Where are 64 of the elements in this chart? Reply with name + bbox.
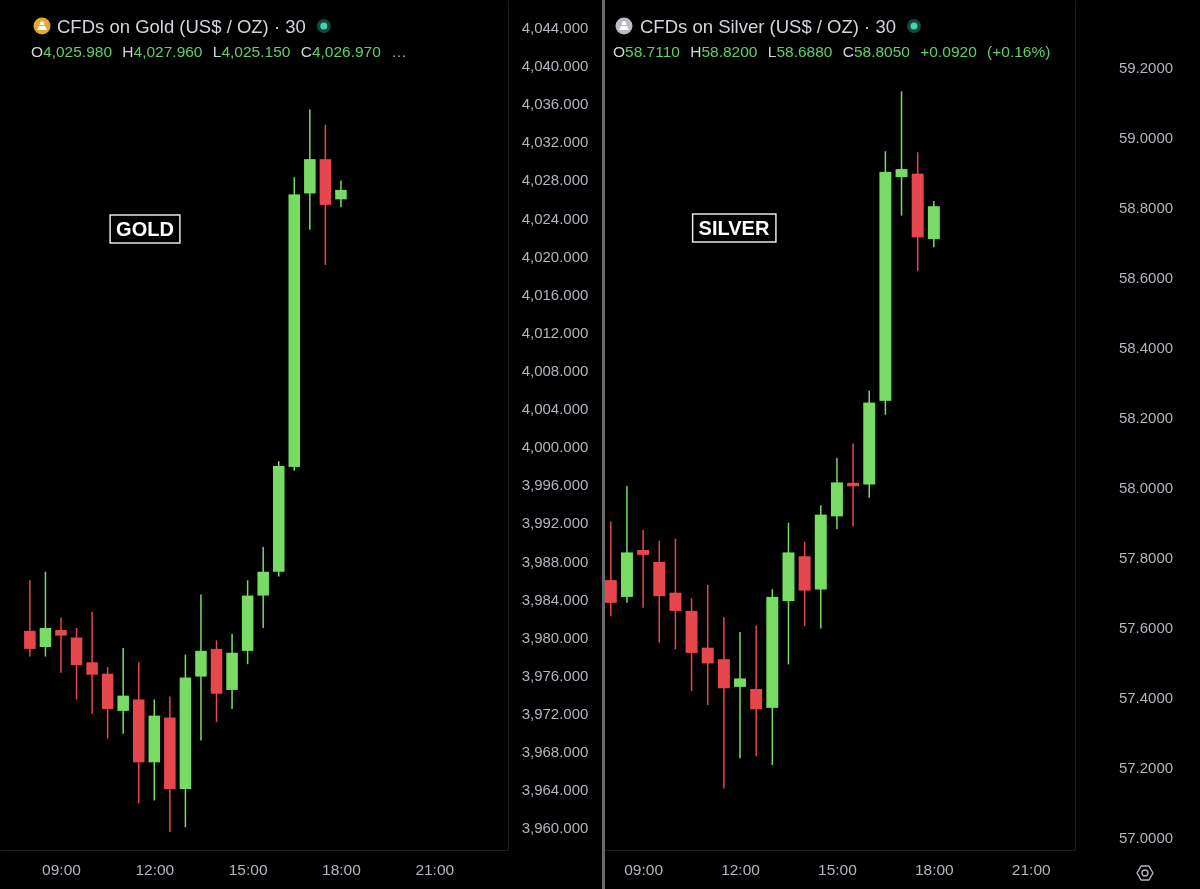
y-tick-label: 4,020.000 xyxy=(521,247,589,265)
y-tick-label: 4,012.000 xyxy=(521,323,589,341)
annotation: GOLD xyxy=(116,218,174,240)
y-tick-label: 4,008.000 xyxy=(521,361,589,379)
y-tick-label: 4,044.000 xyxy=(521,18,589,36)
candlestick xyxy=(637,529,650,609)
y-tick-label: 58.0000 xyxy=(1118,479,1174,497)
candlestick xyxy=(669,538,682,651)
x-tick-label: 21:00 xyxy=(415,861,455,879)
y-tick-label: 3,960.000 xyxy=(521,819,589,837)
y-tick-label: 3,968.000 xyxy=(521,743,589,761)
candlestick xyxy=(604,520,617,617)
x-tick-label: 18:00 xyxy=(322,861,362,879)
y-tick-label: 57.8000 xyxy=(1118,549,1174,567)
annotation: SILVER xyxy=(698,217,770,239)
candlestick xyxy=(117,647,129,735)
candlestick xyxy=(895,90,908,217)
x-tick-label: 09:00 xyxy=(624,861,664,879)
text: O4,025.980 H4,027.960 L4,025.150 C4,026.970 … xyxy=(31,43,407,60)
y-tick-label: 57.2000 xyxy=(1118,759,1174,777)
y-tick-label: 4,028.000 xyxy=(521,171,589,189)
y-tick-label: 4,036.000 xyxy=(521,95,589,113)
y-tick-label: 58.4000 xyxy=(1118,339,1174,357)
x-tick-label: 21:00 xyxy=(1011,861,1052,879)
y-tick-label: 58.2000 xyxy=(1118,409,1174,427)
y-tick-label: 3,996.000 xyxy=(521,476,589,494)
candlestick xyxy=(257,546,269,629)
y-tick-label: 59.2000 xyxy=(1118,59,1174,77)
x-tick-label: 15:00 xyxy=(818,861,858,879)
y-tick-label: 58.6000 xyxy=(1118,269,1174,287)
candlestick xyxy=(39,571,52,658)
y-tick-label: 57.6000 xyxy=(1118,619,1174,637)
text: O58.7110 H58.8200 L58.6880 C58.8050 +0.0920 (+0.16%) xyxy=(613,43,1051,60)
y-tick-label: 3,972.000 xyxy=(521,705,589,723)
x-tick-label: 12:00 xyxy=(135,861,175,879)
candlestick xyxy=(335,179,347,209)
candlestick xyxy=(750,624,763,757)
y-tick-label: 4,004.000 xyxy=(521,400,589,418)
x-tick-label: 09:00 xyxy=(42,861,82,879)
candlestick xyxy=(55,616,67,674)
y-tick-label: 4,016.000 xyxy=(521,285,589,303)
y-tick-label: 3,988.000 xyxy=(521,552,589,570)
y-tick-label: 3,992.000 xyxy=(521,514,589,532)
text: CFDs on Silver (US$ / OZ) · 30 xyxy=(640,15,896,37)
y-tick-label: 4,000.000 xyxy=(521,438,589,456)
y-tick-label: 59.0000 xyxy=(1118,129,1174,147)
x-tick-label: 12:00 xyxy=(721,861,761,879)
candlestick xyxy=(24,579,36,658)
y-tick-label: 4,040.000 xyxy=(521,57,589,75)
y-tick-label: 57.0000 xyxy=(1118,829,1174,847)
candlestick xyxy=(734,631,746,760)
y-tick-label: 58.8000 xyxy=(1118,199,1174,217)
y-tick-label: 3,964.000 xyxy=(521,781,589,799)
y-tick-label: 57.4000 xyxy=(1118,689,1174,707)
y-tick-label: 3,976.000 xyxy=(521,666,589,684)
x-tick-label: 18:00 xyxy=(914,861,955,879)
text: CFDs on Gold (US$ / OZ) · 30 xyxy=(57,15,306,37)
y-tick-label: 3,980.000 xyxy=(521,628,589,646)
candlestick xyxy=(701,584,714,706)
y-tick-label: 4,024.000 xyxy=(521,209,589,227)
y-tick-label: 3,984.000 xyxy=(521,590,589,608)
y-tick-label: 4,032.000 xyxy=(521,133,589,151)
candlestick xyxy=(86,611,98,715)
x-tick-label: 15:00 xyxy=(228,861,268,879)
